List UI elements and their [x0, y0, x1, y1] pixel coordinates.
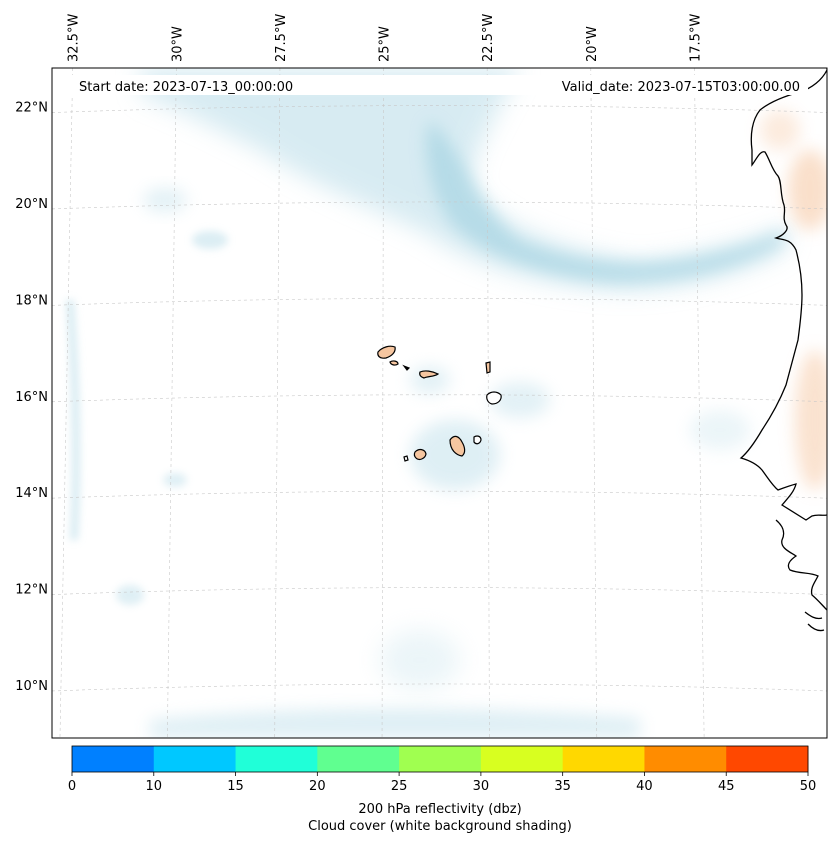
colorbar-label-line1: 200 hPa reflectivity (dbz): [358, 802, 521, 817]
lon-tick-label: 17.5°W: [688, 14, 703, 62]
colorbar-segment: [153, 746, 237, 772]
gridline-lon: [590, 68, 598, 738]
lat-tick-label: 20°N: [15, 197, 48, 212]
lon-tick-label: 30°W: [170, 26, 185, 62]
lon-tick-label: 22.5°W: [481, 14, 496, 62]
cloud-band-core: [426, 120, 785, 283]
island-sal: [485, 361, 491, 374]
colorbar-tick-label: 15: [227, 779, 244, 794]
island-maio: [473, 435, 482, 445]
gridline-lat: [52, 201, 827, 210]
colorbar-tick-label: 50: [800, 779, 817, 794]
lon-tick-label: 25°W: [378, 26, 393, 62]
colorbar-segment: [644, 746, 727, 772]
gridline-lat: [52, 490, 827, 499]
lon-tick-label: 27.5°W: [274, 14, 289, 62]
start-date-label: Start date: 2023-07-13_00:00:00: [79, 80, 293, 95]
colorbar-tick-label: 25: [391, 779, 408, 794]
colorbar-segment: [726, 746, 809, 772]
longitude-labels: 32.5°W 30°W 27.5°W 25°W 22.5°W 20°W 17.5°W: [67, 14, 704, 62]
cloud-patch-west: [192, 231, 228, 249]
island-brava: [403, 455, 409, 462]
gridline-lon: [274, 68, 281, 738]
reflectivity-shading-africa: [760, 110, 827, 490]
colorbar-segment: [480, 746, 564, 772]
lat-tick-label: 10°N: [15, 679, 48, 694]
lat-tick-label: 16°N: [15, 390, 48, 405]
lon-tick-label: 32.5°W: [67, 14, 82, 62]
colorbar-segment: [72, 746, 155, 772]
header-box: [70, 75, 808, 95]
colorbar-segment: [399, 746, 482, 772]
cloud-patch-southwest: [116, 585, 144, 605]
cloud-south-band: [150, 708, 640, 738]
island-sao-vicente: [389, 360, 399, 366]
colorbar-tick-label: 35: [554, 779, 571, 794]
lat-tick-label: 14°N: [15, 486, 48, 501]
island-sao-nicolau: [419, 370, 440, 379]
colorbar-segment: [235, 746, 318, 772]
lon-tick-label: 20°W: [585, 26, 600, 62]
island-santa-luzia: [402, 364, 411, 371]
cloud-patch-mid: [163, 473, 187, 487]
gridline-lon: [694, 68, 705, 738]
cloud-cover-shading: [66, 68, 790, 738]
colorbar-tick-label: 0: [68, 779, 76, 794]
gridline-lon: [486, 68, 490, 738]
island-fogo: [413, 448, 427, 460]
cape-verde-islands: [377, 345, 502, 462]
map-frame: [51, 67, 828, 739]
colorbar-tick-label: 40: [636, 779, 653, 794]
colorbar-segment: [562, 746, 645, 772]
cloud-west-strip: [66, 300, 81, 540]
gridlines: [52, 68, 827, 738]
colorbar-frame: [71, 745, 809, 773]
cloud-patch-far-east: [690, 410, 750, 450]
island-santo-antao: [377, 345, 396, 359]
cloud-patch-south: [380, 630, 460, 690]
colorbar-segment: [317, 746, 400, 772]
gridline-lat: [52, 587, 827, 595]
gridline-lat: [52, 683, 827, 692]
gridline-lon: [167, 68, 177, 738]
gridline-lat: [52, 394, 827, 403]
lat-tick-label: 18°N: [15, 293, 48, 308]
cloud-patch-east: [490, 382, 550, 418]
gridline-lon: [381, 68, 384, 738]
island-boa-vista: [486, 391, 502, 405]
valid-date-label: Valid_date: 2023-07-15T03:00:00.00: [562, 80, 800, 95]
colorbar: 0 10 15 20 25 30 35 40 45 50: [68, 745, 817, 794]
island-santiago: [449, 435, 466, 457]
colorbar-label-line2: Cloud cover (white background shading): [308, 819, 572, 834]
cloud-patch-north-islands: [410, 366, 450, 394]
latitude-labels: 22°N 20°N 18°N 16°N 14°N 12°N 10°N: [15, 101, 48, 694]
cloud-patch-west-2: [143, 188, 187, 212]
colorbar-tick-label: 20: [309, 779, 326, 794]
gridline-lat: [52, 105, 827, 113]
africa-coastline: [739, 68, 827, 521]
gridline-lon: [59, 68, 74, 738]
colorbar-tick-label: 30: [473, 779, 490, 794]
colorbar-tick-label: 45: [718, 779, 735, 794]
lat-tick-label: 12°N: [15, 583, 48, 598]
lat-tick-label: 22°N: [15, 101, 48, 116]
colorbar-tick-label: 10: [146, 779, 163, 794]
africa-coastline-south: [775, 519, 827, 632]
gridline-lat: [52, 298, 827, 306]
